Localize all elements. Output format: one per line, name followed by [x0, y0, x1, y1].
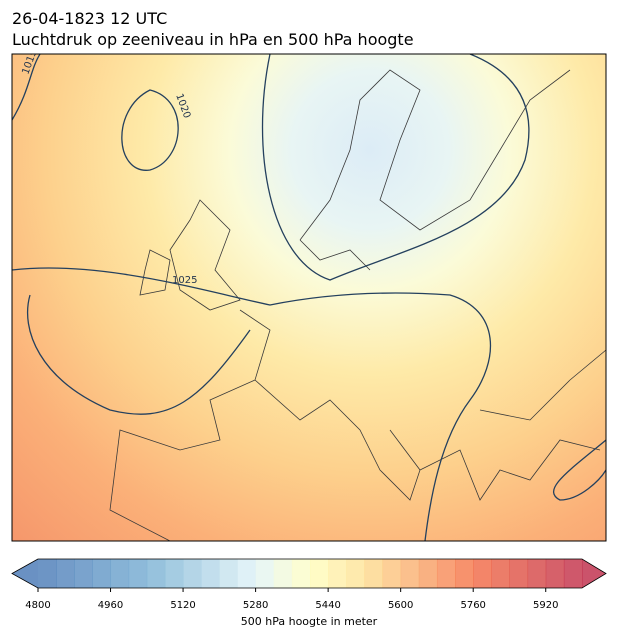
colorbar-tick-label: 5920	[533, 600, 558, 611]
isobar	[12, 54, 41, 121]
colorbar-segment	[255, 559, 275, 588]
colorbar-segment	[38, 559, 57, 588]
map: 1015 1020 1025	[12, 54, 606, 541]
colorbar-tick-label: 5600	[388, 600, 413, 611]
colorbar-label: 500 hPa hoogte in meter	[241, 615, 378, 628]
colorbar-segment	[164, 559, 184, 588]
colorbar-segment	[436, 559, 456, 588]
height-field	[12, 54, 606, 541]
coastline	[109, 69, 606, 541]
colorbar-segment	[400, 559, 420, 588]
colorbar-segment	[418, 559, 438, 588]
colorbar-segment	[56, 559, 75, 588]
colorbar-segment	[545, 559, 565, 588]
colorbar-extend	[582, 559, 606, 588]
colorbar-segment	[491, 559, 510, 588]
isobar	[12, 267, 492, 541]
colorbar-frame	[11, 558, 607, 589]
colorbar-segment	[527, 559, 547, 588]
colorbar-segment	[346, 559, 365, 588]
colorbar-segment	[92, 559, 112, 588]
colorbar-segment	[183, 559, 202, 588]
colorbar-tick-label: 5120	[170, 600, 195, 611]
colorbar-segment	[310, 559, 329, 588]
colorbar-segment	[364, 559, 384, 588]
colorbar-extend	[12, 559, 38, 588]
colorbar-segment	[328, 559, 347, 588]
title: 26-04-1823 12 UTC	[12, 9, 167, 28]
colorbar-segment	[237, 559, 257, 588]
colorbar-segment	[382, 559, 402, 588]
colorbar-tick-label: 4800	[25, 600, 50, 611]
colorbar-tick-label: 5280	[243, 600, 268, 611]
colorbar-segment	[509, 559, 529, 588]
colorbar-tick-label: 5440	[315, 600, 340, 611]
map-frame	[11, 53, 607, 542]
isobar	[553, 439, 606, 501]
colorbar-segment	[219, 559, 238, 588]
colorbar-segment	[74, 559, 93, 588]
colorbar-segment	[146, 559, 166, 588]
colorbar-segment	[273, 559, 293, 588]
isobar	[261, 54, 530, 281]
colorbar-segment	[563, 559, 583, 588]
colorbar-segment	[455, 559, 474, 588]
isobar-label: 1025	[172, 275, 197, 286]
colorbar: 4800 4960 5120 5280 5440 5600 5760 5920	[11, 558, 607, 611]
colorbar-segment	[128, 559, 148, 588]
colorbar-segment	[201, 559, 220, 588]
colorbar-segment	[473, 559, 492, 588]
colorbar-segment	[110, 559, 130, 588]
isobar	[121, 89, 179, 171]
colorbar-segment	[291, 559, 311, 588]
colorbar-tick-label: 5760	[460, 600, 485, 611]
colorbar-tick-label: 4960	[98, 600, 123, 611]
subtitle: Luchtdruk op zeeniveau in hPa en 500 hPa…	[12, 30, 414, 49]
